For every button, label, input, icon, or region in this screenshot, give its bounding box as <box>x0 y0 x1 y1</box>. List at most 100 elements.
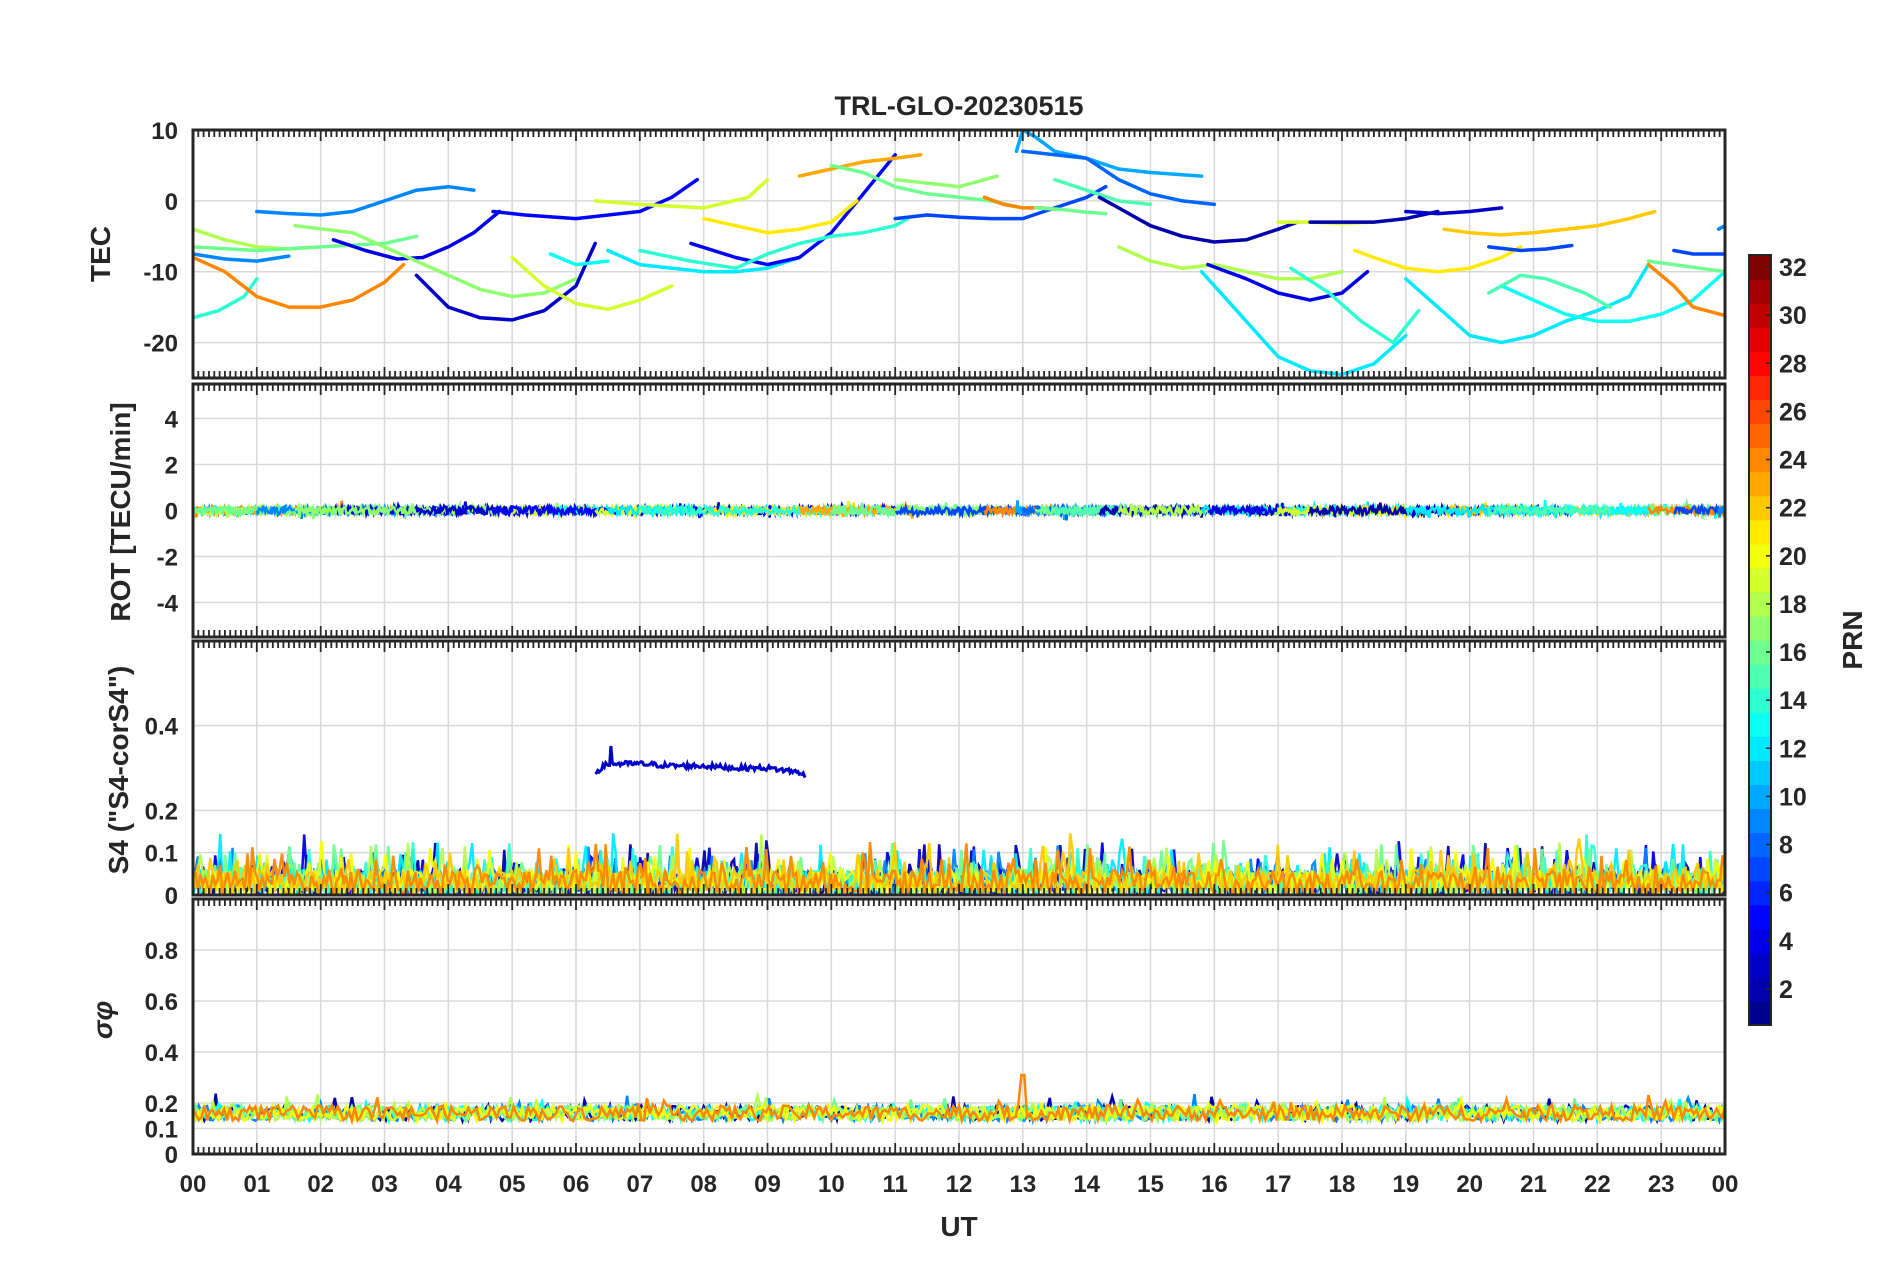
colorbar-tick-label: 22 <box>1779 495 1807 523</box>
colorbar-tick-label: 30 <box>1779 302 1807 330</box>
tec-series-prn-19 <box>510 255 674 312</box>
tec-series-prn-4 <box>331 209 502 261</box>
rot-y-tick-label: 2 <box>165 453 178 480</box>
colorbar-segment <box>1749 303 1771 328</box>
colorbar-segment <box>1749 375 1771 400</box>
tec-series-prn-15 <box>1487 273 1612 309</box>
rot-y-axis-label: ROT [TECU/min] <box>105 402 136 621</box>
x-tick-label: 06 <box>563 1171 590 1198</box>
tec-series-prn-2 <box>1308 209 1440 224</box>
sigma-series-prn-24 <box>193 1073 1725 1126</box>
tec-series-prn-12 <box>606 248 802 274</box>
tec-y-tick-label: 10 <box>151 118 178 145</box>
x-tick-label: 10 <box>818 1171 845 1198</box>
colorbar-segment <box>1749 351 1771 376</box>
rot-y-tick-label: 4 <box>165 407 179 434</box>
sigma_phi-x-ticks <box>192 899 1726 1154</box>
tec-series-prn-16 <box>1033 206 1108 216</box>
tec-series-prn-15 <box>1053 177 1153 207</box>
x-tick-label: 01 <box>243 1171 270 1198</box>
colorbar-tick-label: 2 <box>1779 976 1793 1004</box>
x-tick-label: 15 <box>1137 1171 1164 1198</box>
colorbar-segment <box>1749 904 1771 930</box>
rot-x-ticks <box>192 384 1726 637</box>
tec-series-prn-14 <box>193 277 259 320</box>
tec-series-prn-3 <box>414 241 597 322</box>
tec-series-prn-14 <box>638 216 910 270</box>
colorbar-tick-label: 32 <box>1779 254 1807 282</box>
sigma_phi-y-tick-label: 0.8 <box>145 938 178 965</box>
s4-y-tick-label: 0.4 <box>145 714 179 741</box>
tec-series-prn-2 <box>1097 195 1300 244</box>
colorbar-segment <box>1749 543 1771 569</box>
tec-series-prn-24 <box>1646 262 1725 318</box>
tec-series-prn-16 <box>193 234 419 253</box>
colorbar-segment <box>1749 640 1771 665</box>
x-tick-label: 14 <box>1073 1171 1100 1198</box>
colorbar-segment <box>1749 736 1771 761</box>
frame-layer <box>191 128 1727 1156</box>
x-tick-label: 09 <box>754 1171 781 1198</box>
tec-y-tick-label: -10 <box>143 260 178 287</box>
x-axis-label: UT <box>940 1211 977 1242</box>
tec-y-axis-label: TEC <box>85 226 116 282</box>
tec-series-prn-9 <box>193 252 291 263</box>
tec-series-prn-17 <box>293 223 578 299</box>
x-tick-label: 20 <box>1456 1171 1483 1198</box>
colorbar-segment <box>1749 760 1771 785</box>
tec-series-prn-21 <box>701 199 859 235</box>
rot-series-group <box>193 497 1725 521</box>
s4-y-tick-label: 0 <box>165 883 178 910</box>
colorbar-segment <box>1749 928 1771 954</box>
colorbar-segment <box>1749 880 1771 906</box>
tec-series-prn-13 <box>548 252 610 267</box>
label-layer: 100-10-20420-2-40.40.20.100.80.60.40.20.… <box>85 118 1738 1198</box>
tec-series-prn-7 <box>1487 243 1574 253</box>
tec-series-prn-9 <box>255 184 476 217</box>
colorbar-tick-label: 4 <box>1779 928 1793 956</box>
x-tick-label: 04 <box>435 1171 462 1198</box>
colorbar-segment <box>1749 447 1771 473</box>
colorbar-segment <box>1749 712 1771 737</box>
sigma-series-group <box>193 1073 1725 1126</box>
colorbar-segment <box>1749 591 1771 617</box>
tec-series-prn-7 <box>1672 248 1725 256</box>
tec-series-prn-23 <box>797 153 923 178</box>
colorbar-segment <box>1749 808 1771 834</box>
rot-y-tick-label: -4 <box>157 591 179 618</box>
rot-y-tick-label: 0 <box>165 499 178 526</box>
tec-series-prn-17 <box>893 174 1000 189</box>
tec-series-prn-24 <box>193 255 406 309</box>
colorbar-tick-label: 12 <box>1779 735 1807 763</box>
rot-series-prn-5 <box>491 502 699 519</box>
tec-series-prn-16 <box>1646 259 1725 274</box>
colorbar-segment <box>1749 519 1771 545</box>
x-tick-label: 05 <box>499 1171 526 1198</box>
sigma_phi-y-tick-label: 0.2 <box>145 1091 178 1118</box>
tec-y-tick-label: 0 <box>165 189 178 216</box>
sigma_phi-y-tick-label: 0.1 <box>145 1117 178 1144</box>
tec-x-ticks <box>192 130 1726 378</box>
x-tick-label: 07 <box>626 1171 653 1198</box>
x-tick-label: 12 <box>946 1171 973 1198</box>
tec-series-prn-7 <box>893 184 1108 221</box>
x-tick-label: 08 <box>690 1171 717 1198</box>
x-tick-label: 11 <box>882 1171 907 1198</box>
colorbar-frame <box>1748 254 1772 1026</box>
tec-series-prn-3 <box>1404 206 1504 216</box>
tec-series-prn-19 <box>593 177 770 210</box>
x-tick-label: 00 <box>180 1171 207 1198</box>
colorbar-tick-label: 14 <box>1779 687 1807 715</box>
chart-title: TRL-GLO-20230515 <box>834 91 1083 121</box>
rot-series-prn-7 <box>1673 502 1725 517</box>
rot-series-prn-15 <box>1487 502 1612 519</box>
colorbar-segment <box>1749 832 1771 858</box>
x-tick-label: 23 <box>1648 1171 1675 1198</box>
s4-y-axis-label: S4 ("S4-corS4") <box>103 666 134 875</box>
s4-y-tick-label: 0.2 <box>145 798 178 825</box>
tec-series-prn-21 <box>1353 245 1523 274</box>
colorbar-segment <box>1749 856 1771 882</box>
colorbar-segment <box>1749 279 1771 304</box>
colorbar-tick-label: 16 <box>1779 639 1807 667</box>
tec-series-prn-12 <box>1404 262 1651 345</box>
